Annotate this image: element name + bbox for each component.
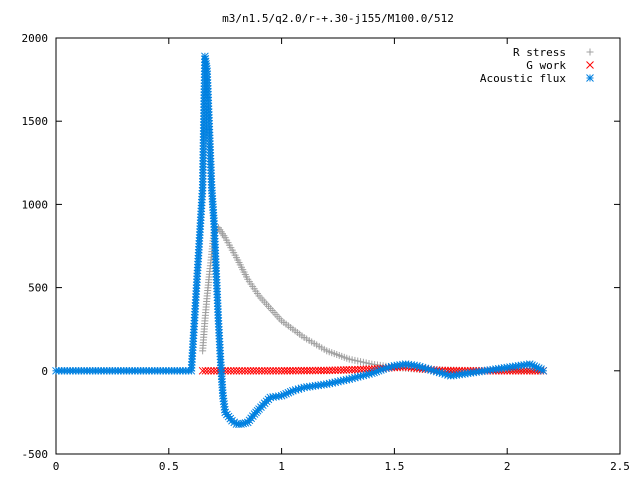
x-tick-label: 2 bbox=[504, 460, 511, 473]
data-point bbox=[229, 366, 238, 375]
data-point bbox=[322, 366, 331, 375]
data-point bbox=[311, 366, 320, 375]
data-point bbox=[207, 366, 215, 375]
y-tick-label: 500 bbox=[28, 282, 48, 295]
data-point bbox=[201, 366, 210, 375]
data-point bbox=[308, 366, 317, 375]
y-tick-label: -500 bbox=[22, 448, 49, 461]
data-point bbox=[226, 366, 235, 375]
data-point bbox=[317, 366, 325, 375]
data-point bbox=[320, 366, 328, 375]
data-point bbox=[243, 366, 252, 375]
data-point bbox=[204, 366, 213, 375]
y-tick-label: 1000 bbox=[22, 198, 49, 211]
series-acoustic-flux bbox=[52, 52, 548, 428]
legend-marker bbox=[586, 61, 594, 69]
data-point bbox=[224, 366, 232, 375]
data-point bbox=[269, 366, 277, 375]
data-point bbox=[331, 366, 340, 375]
data-point bbox=[232, 366, 241, 375]
data-point bbox=[345, 365, 354, 374]
data-point bbox=[249, 366, 258, 375]
data-point bbox=[336, 366, 345, 374]
x-tick-label: 0.5 bbox=[159, 460, 179, 473]
data-point bbox=[210, 366, 218, 375]
data-point bbox=[351, 365, 359, 374]
y-tick-label: 0 bbox=[41, 365, 48, 378]
data-point bbox=[241, 366, 249, 375]
data-point bbox=[283, 366, 292, 375]
plot-frame bbox=[55, 37, 621, 455]
data-point bbox=[334, 366, 342, 374]
data-point bbox=[238, 366, 246, 375]
x-tick-label: 0 bbox=[53, 460, 60, 473]
legend-label: G work bbox=[526, 59, 566, 72]
legend-marker bbox=[586, 74, 594, 82]
data-point bbox=[235, 366, 244, 375]
data-point bbox=[277, 366, 286, 375]
y-tick-label: 2000 bbox=[22, 32, 49, 45]
data-point bbox=[300, 366, 309, 375]
data-point bbox=[255, 366, 263, 375]
y-tick-label: 1500 bbox=[22, 115, 49, 128]
legend-label: Acoustic flux bbox=[480, 72, 566, 85]
data-point bbox=[539, 366, 548, 375]
data-point bbox=[291, 366, 300, 375]
data-point bbox=[342, 366, 351, 374]
data-point bbox=[274, 366, 283, 375]
data-point bbox=[294, 366, 303, 375]
data-point bbox=[263, 366, 272, 375]
chart-title: m3/n1.5/q2.0/r-+.30-j155/M100.0/512 bbox=[222, 12, 454, 25]
x-tick-label: 1.5 bbox=[384, 460, 404, 473]
data-point bbox=[272, 366, 280, 375]
data-point bbox=[328, 366, 337, 375]
data-point bbox=[286, 366, 294, 375]
data-point bbox=[252, 366, 261, 375]
data-point bbox=[314, 366, 323, 375]
data-point bbox=[289, 366, 297, 375]
data-point bbox=[258, 366, 266, 375]
data-marks bbox=[52, 52, 548, 428]
data-point bbox=[325, 366, 334, 375]
data-point bbox=[246, 366, 255, 375]
data-point bbox=[348, 365, 356, 374]
axis-ticks: 0 0.5 1 1.5 2 2.5 -500 0 500 1000 1500 2000 bbox=[22, 32, 630, 473]
data-point bbox=[303, 366, 311, 375]
data-point bbox=[297, 366, 306, 375]
data-point bbox=[198, 366, 207, 375]
legend-marker bbox=[586, 48, 594, 56]
legend-label: R stress bbox=[513, 46, 566, 59]
data-point bbox=[339, 366, 348, 374]
data-point bbox=[305, 366, 314, 375]
data-point bbox=[280, 366, 289, 375]
x-tick-label: 1 bbox=[278, 460, 285, 473]
x-tick-label: 2.5 bbox=[610, 460, 630, 473]
data-point bbox=[266, 366, 275, 375]
data-point bbox=[260, 366, 269, 375]
